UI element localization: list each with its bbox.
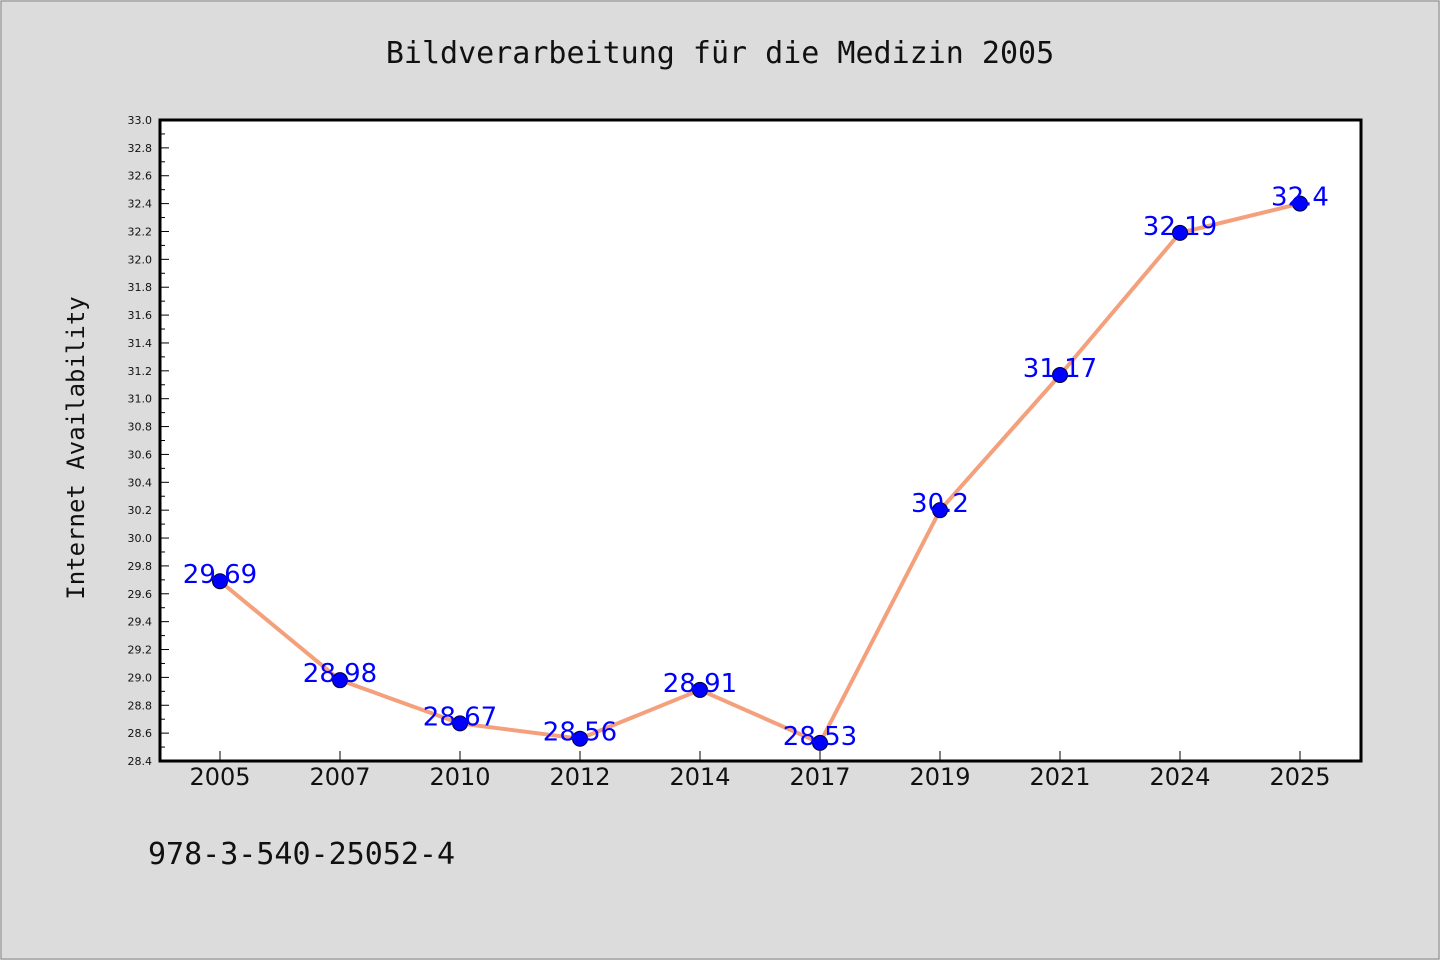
- x-tick-label: 2012: [549, 763, 610, 791]
- y-tick-label: 29.2: [128, 644, 153, 657]
- data-label: 29.69: [183, 560, 257, 590]
- data-point: [692, 681, 708, 698]
- chart-title: Bildverarbeitung für die Medizin 2005: [386, 36, 1054, 71]
- data-point: [1172, 224, 1188, 241]
- y-tick-label: 31.4: [128, 337, 153, 350]
- y-tick-label: 30.0: [128, 532, 153, 545]
- x-tick-label: 2025: [1269, 763, 1330, 791]
- y-tick-label: 32.4: [128, 198, 153, 211]
- data-label: 28.91: [663, 669, 737, 699]
- x-tick-label: 2005: [189, 763, 250, 791]
- y-tick-label: 30.8: [128, 421, 153, 434]
- data-point: [572, 730, 588, 747]
- plot-frame: [158, 118, 1363, 763]
- y-tick-label: 31.6: [128, 309, 153, 322]
- y-tick-label: 33.0: [128, 114, 153, 127]
- y-tick-label: 28.8: [128, 699, 153, 712]
- x-tick-label: 2017: [789, 763, 850, 791]
- footnote: 978-3-540-25052-4: [148, 837, 455, 872]
- x-tick-label: 2024: [1149, 763, 1210, 791]
- x-tick-label: 2019: [909, 763, 970, 791]
- y-tick-label: 29.8: [128, 560, 153, 573]
- data-label: 28.53: [783, 722, 857, 752]
- y-tick-label: 29.6: [128, 588, 153, 601]
- x-tick-label: 2014: [669, 763, 730, 791]
- data-point: [812, 734, 828, 751]
- data-label: 32.19: [1143, 212, 1217, 242]
- y-tick-label: 30.4: [128, 476, 153, 489]
- series-layer: [212, 195, 1308, 751]
- y-tick-label: 32.2: [128, 225, 153, 238]
- data-point: [932, 502, 948, 519]
- y-tick-label: 28.4: [128, 755, 153, 768]
- plot-area: [160, 120, 1361, 761]
- y-tick-label: 29.4: [128, 616, 153, 629]
- data-label: 30.2: [911, 489, 969, 519]
- x-tick-label: 2010: [429, 763, 490, 791]
- data-point: [1292, 195, 1308, 212]
- y-tick-label: 32.8: [128, 142, 153, 155]
- y-tick-label: 31.8: [128, 281, 153, 294]
- y-tick-label: 32.0: [128, 253, 153, 266]
- data-labels-layer: 29.69 28.98 28.67 28.56 28.91 28.53 30.2 31.17 3…: [183, 183, 1329, 752]
- data-label: 28.98: [303, 659, 377, 689]
- series-line: [218, 201, 1302, 745]
- y-tick-label: 32.6: [128, 170, 153, 183]
- x-tick-label: 2021: [1029, 763, 1090, 791]
- data-point: [452, 715, 468, 732]
- y-tick-label: 31.2: [128, 365, 153, 378]
- data-point: [332, 672, 348, 689]
- x-tick-label: 2007: [309, 763, 370, 791]
- data-label: 28.56: [543, 718, 617, 748]
- x-axis: 2005 2007 2010 2012 2014 2017 2019 2021 2024 2025: [189, 751, 1331, 791]
- data-label: 28.67: [423, 702, 497, 732]
- data-label: 32.4: [1271, 183, 1329, 213]
- data-label: 31.17: [1023, 354, 1097, 384]
- data-point: [1052, 367, 1068, 384]
- y-tick-label: 31.0: [128, 393, 153, 406]
- y-tick-label: 30.6: [128, 448, 153, 461]
- y-tick-label: 30.2: [128, 504, 153, 517]
- y-tick-label: 29.0: [128, 671, 153, 684]
- y-tick-label: 28.6: [128, 727, 153, 740]
- y-axis-label: Internet Availability: [62, 296, 90, 599]
- data-point: [212, 573, 228, 590]
